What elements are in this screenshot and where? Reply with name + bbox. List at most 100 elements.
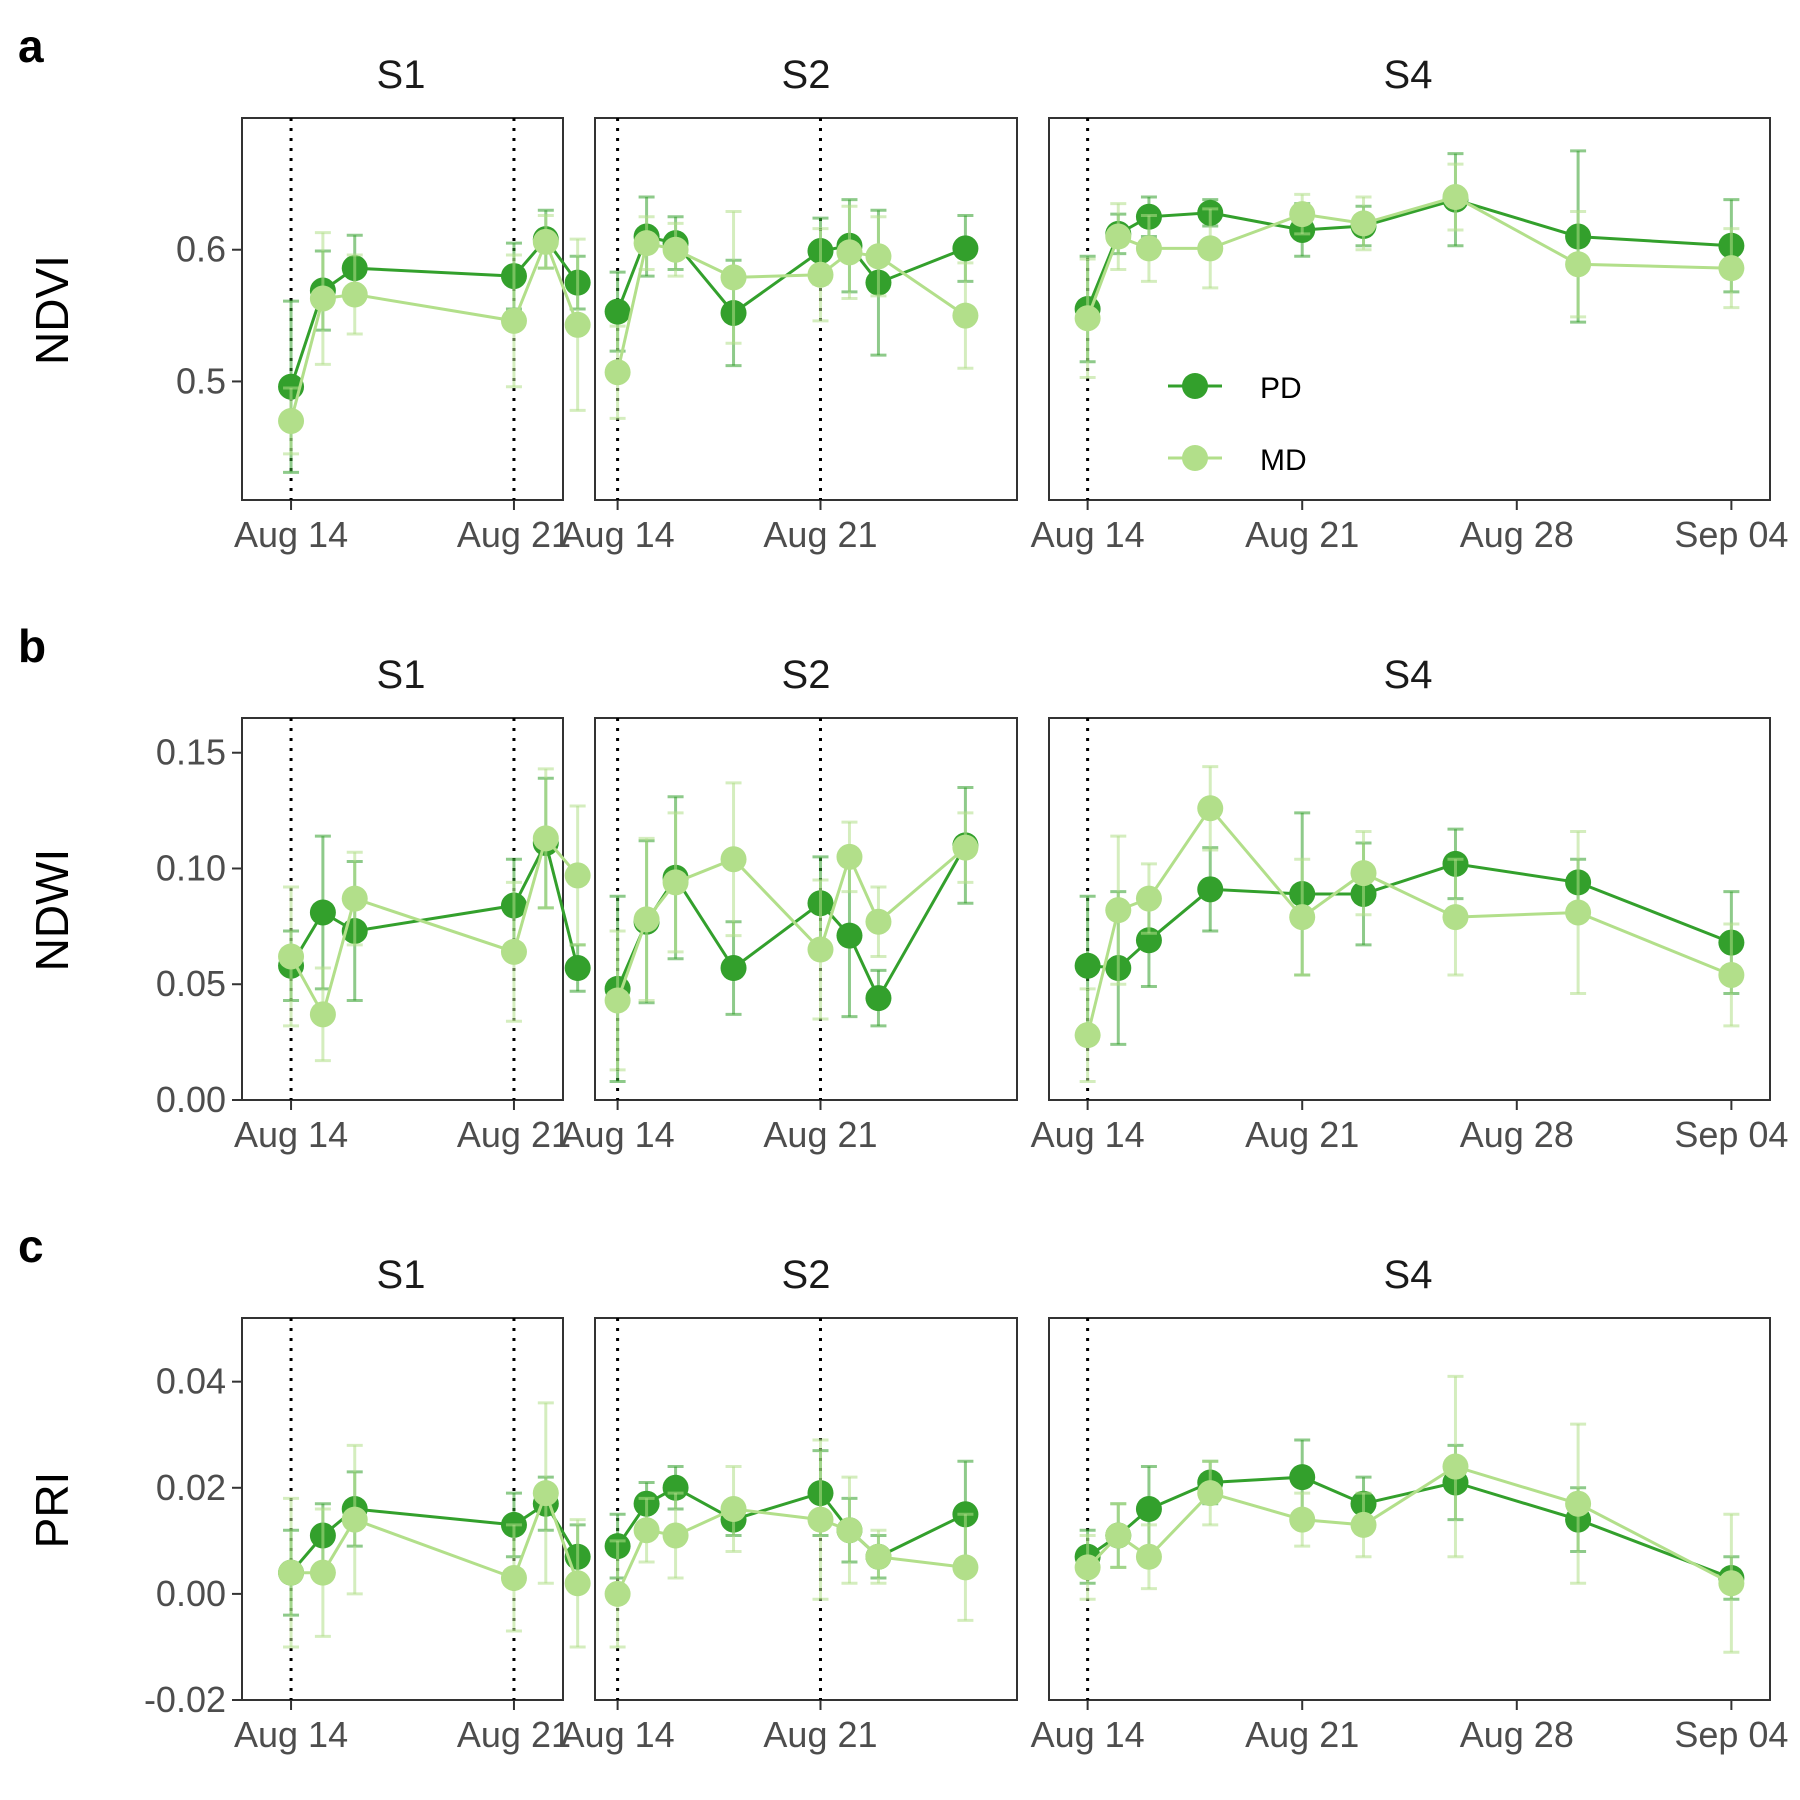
x-tick-label: Sep 04 [1674, 514, 1788, 555]
data-point [1197, 235, 1224, 262]
panel-frame [241, 117, 564, 501]
data-point [532, 1480, 559, 1507]
panel-frame [1048, 117, 1771, 501]
data-point [500, 1564, 527, 1591]
facet-title-b-s4: S4 [1384, 653, 1433, 697]
data-point [836, 1517, 863, 1544]
x-tick-label: Aug 21 [763, 1714, 877, 1755]
y-tick-label: -0.02 [144, 1679, 226, 1720]
series-md [604, 781, 979, 1072]
data-point [1135, 885, 1162, 912]
data-point [500, 938, 527, 965]
row-ylabel-ndwi: NDWI [26, 849, 78, 972]
x-tick-label: Sep 04 [1674, 1114, 1788, 1155]
y-tick-label: 0.10 [156, 847, 226, 888]
data-point [1074, 1022, 1101, 1049]
series-md [278, 767, 591, 1063]
data-point [1197, 1480, 1224, 1507]
data-point [865, 985, 892, 1012]
data-point [1565, 1490, 1592, 1517]
x-tick-label: Aug 14 [234, 1114, 348, 1155]
x-tick-label: Aug 21 [1245, 1114, 1359, 1155]
x-tick-label: Aug 14 [561, 1114, 675, 1155]
data-point [1105, 897, 1132, 924]
panel-frame [594, 717, 1018, 1101]
data-point [1350, 1511, 1377, 1538]
data-point [807, 1506, 834, 1533]
facet-title-a-s1: S1 [377, 53, 426, 97]
data-point [1350, 860, 1377, 887]
data-point [1135, 1496, 1162, 1522]
data-point [278, 943, 305, 970]
data-point [633, 906, 660, 933]
x-tick-label: Aug 14 [1031, 1714, 1145, 1755]
data-point [564, 311, 591, 338]
x-tick-label: Aug 28 [1460, 514, 1574, 555]
data-point [1718, 961, 1745, 988]
data-point [633, 230, 660, 257]
data-point [1718, 1570, 1745, 1597]
data-point [1350, 210, 1377, 237]
data-point [604, 359, 631, 386]
panel-ndvi-s1: 0.5 0.6 Aug 14 Aug 21 [176, 117, 591, 555]
x-tick-label: Aug 14 [234, 514, 348, 555]
data-point [1197, 795, 1224, 822]
row-ylabel-pri: PRI [26, 1472, 78, 1549]
panel-pri-s1: -0.02 0.00 0.02 0.04 Aug 14 Aug 21 [144, 1317, 591, 1755]
series-line [289, 237, 580, 422]
x-tick-label: Aug 14 [234, 1714, 348, 1755]
data-point [341, 885, 368, 912]
facet-title-a-s4: S4 [1384, 53, 1433, 97]
data-point [1074, 1554, 1101, 1581]
data-point [278, 407, 305, 434]
data-point [1289, 904, 1316, 931]
data-point [532, 825, 559, 852]
x-tick-label: Aug 28 [1460, 1714, 1574, 1755]
data-point [1718, 255, 1745, 282]
series-md [278, 1401, 591, 1649]
y-tick-label: 0.5 [176, 360, 226, 401]
panel-frame [1048, 717, 1771, 1101]
x-tick-label: Sep 04 [1674, 1714, 1788, 1755]
data-point [1135, 1543, 1162, 1570]
row-c: c PRI S1 S2 S4 [18, 1220, 1432, 1548]
data-point [1442, 904, 1469, 931]
series-md [278, 213, 591, 456]
panel-frame [594, 1317, 1018, 1701]
data-point [1105, 1522, 1132, 1549]
y-tick-label: 0.15 [156, 732, 226, 773]
row-ylabel-ndvi: NDVI [26, 255, 78, 365]
data-point [662, 236, 689, 263]
data-point [278, 1559, 305, 1586]
legend: PD MD [1168, 372, 1307, 477]
legend-marker-pd [1182, 373, 1208, 399]
data-point [865, 243, 892, 270]
series-md [1074, 162, 1745, 379]
row-b: b NDWI S1 S2 S4 [18, 620, 1432, 971]
x-tick-label: Aug 21 [763, 514, 877, 555]
data-point [1565, 899, 1592, 926]
data-point [500, 307, 527, 334]
x-tick-label: Aug 21 [457, 514, 571, 555]
series-md [604, 204, 979, 420]
legend-label-md: MD [1260, 444, 1307, 477]
data-point [662, 1522, 689, 1549]
data-point [1289, 1464, 1316, 1491]
series-md [1074, 1374, 1745, 1654]
data-point [720, 264, 747, 291]
data-point [1442, 1453, 1469, 1480]
facet-title-a-s2: S2 [782, 53, 831, 97]
x-tick-label: Aug 14 [1031, 1114, 1145, 1155]
panel-pri-s2: Aug 14 Aug 21 [561, 1317, 1018, 1755]
facet-title-b-s2: S2 [782, 653, 831, 697]
panel-frame [1048, 1317, 1771, 1701]
x-tick-label: Aug 14 [561, 1714, 675, 1755]
y-tick-label: 0.00 [156, 1573, 226, 1614]
data-point [1289, 201, 1316, 228]
x-tick-label: Aug 21 [457, 1114, 571, 1155]
y-tick-label: 0.00 [156, 1079, 226, 1120]
panel-ndwi-s4: Aug 14 Aug 21 Aug 28 Sep 04 [1031, 717, 1788, 1155]
